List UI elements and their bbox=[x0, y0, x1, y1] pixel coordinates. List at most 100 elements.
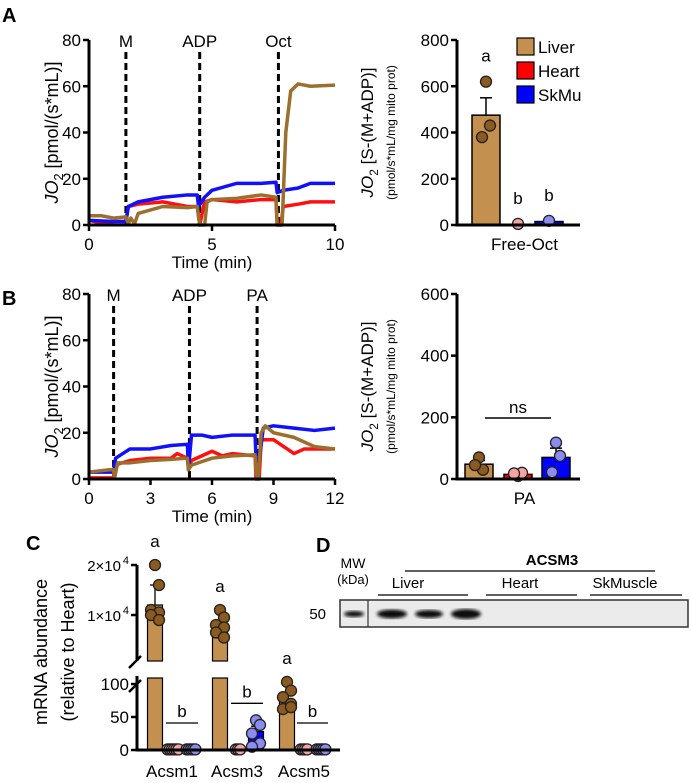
x-tick-label: 12 bbox=[326, 489, 345, 508]
y-axis-label-units: (pmol/s*mL/mg mito prot) bbox=[384, 319, 398, 454]
y-tick-label: 20 bbox=[62, 424, 81, 443]
data-point bbox=[468, 458, 482, 472]
significance-label: b bbox=[513, 189, 522, 208]
y-axis-label-units: (pmol/s*mL/mg mito prot) bbox=[384, 65, 398, 200]
y-tick-label: 20 bbox=[62, 170, 81, 189]
trace-skmu bbox=[89, 424, 336, 474]
chart-a-trace: M ADP Oct 0 20 40 60 80 0 5 10 Time (min) JO2 [pmol/… bbox=[42, 31, 344, 272]
data-point bbox=[284, 700, 298, 714]
axis-break bbox=[128, 655, 142, 669]
data-point bbox=[545, 466, 559, 479]
ylabel-jo: JO bbox=[42, 181, 62, 205]
data-point bbox=[507, 467, 521, 480]
significance-label: a bbox=[215, 577, 225, 596]
ns-label: ns bbox=[509, 398, 527, 417]
y-tick-exponent: 4 bbox=[123, 605, 129, 617]
data-point bbox=[284, 684, 298, 697]
chart-b-trace: M ADP PA 0 20 40 60 80 0 3 6 9 12 Time (min) JO2 [pmol… bbox=[42, 285, 344, 526]
legend-label-skmu: SkMu bbox=[538, 86, 581, 105]
y-tick-label: 2×10 bbox=[87, 558, 121, 575]
y-axis-label: mRNA abundance bbox=[31, 579, 51, 725]
y-tick-label: 400 bbox=[421, 347, 449, 366]
x-axis-label: Time (min) bbox=[172, 507, 253, 526]
x-tick-label: Acsm1 bbox=[146, 762, 198, 781]
data-point bbox=[253, 718, 267, 732]
y-tick-label: 400 bbox=[421, 124, 449, 143]
y-tick-label: 1×10 bbox=[87, 608, 121, 625]
ylabel-rest: [pmol/(s*mL)] bbox=[42, 61, 62, 173]
y-tick-label: 100 bbox=[101, 675, 129, 694]
data-point bbox=[553, 449, 567, 463]
ylabel-jo: JO bbox=[358, 430, 377, 453]
addition-label-m: M bbox=[107, 286, 121, 305]
y-tick-exponent: 4 bbox=[123, 555, 129, 567]
data-point bbox=[483, 119, 497, 132]
y-tick-label: 80 bbox=[62, 31, 81, 50]
y-tick-label: 600 bbox=[421, 77, 449, 96]
lane-label-skmuscle: SkMuscle bbox=[592, 575, 657, 592]
trace-liver bbox=[88, 424, 336, 481]
data-point bbox=[245, 727, 259, 740]
addition-label-oct: Oct bbox=[265, 32, 292, 51]
significance-label: b bbox=[242, 682, 251, 701]
y-tick-label: 40 bbox=[62, 378, 81, 397]
addition-label-pa: PA bbox=[246, 286, 268, 305]
ylabel-rest: [S-(M+ADP)] bbox=[358, 322, 377, 424]
axis-break bbox=[128, 679, 142, 693]
addition-label-adp: ADP bbox=[172, 286, 207, 305]
addition-label-m: M bbox=[119, 32, 133, 51]
data-point bbox=[276, 691, 290, 704]
ylabel-sub: 2 bbox=[52, 174, 66, 181]
legend-swatch-liver bbox=[516, 37, 535, 56]
y-tick-label: 0 bbox=[72, 470, 81, 489]
significance-label: b bbox=[308, 702, 317, 721]
ylabel-rest: [S-(M+ADP)] bbox=[358, 68, 377, 170]
panel-label-a: A bbox=[2, 5, 16, 27]
x-tick-label: 3 bbox=[146, 489, 155, 508]
ylabel-jo: JO bbox=[42, 435, 62, 459]
x-tick-label: 0 bbox=[84, 489, 93, 508]
data-point bbox=[152, 613, 166, 627]
y-axis-label-units: (relative to Heart) bbox=[58, 582, 78, 721]
mw-unit: (kDa) bbox=[337, 572, 369, 587]
blot-title: ACSM3 bbox=[526, 552, 579, 569]
legend-label-heart: Heart bbox=[538, 62, 580, 81]
chart-a-bar: a b b 0 200 400 600 800 Free-Oct JO2 [S-(M+ADP)](… bbox=[358, 31, 581, 254]
lane-label-heart: Heart bbox=[502, 575, 540, 592]
western-blot: MW(kDa) ACSM3 Liver Heart SkMuscle 50 bbox=[309, 552, 689, 628]
significance-label: a bbox=[481, 47, 491, 66]
lane-label-liver: Liver bbox=[392, 575, 425, 592]
x-tick-label: 9 bbox=[269, 489, 278, 508]
y-tick-label: 60 bbox=[62, 77, 81, 96]
y-tick-label: 0 bbox=[72, 216, 81, 235]
protein-band bbox=[415, 610, 443, 618]
protein-band bbox=[451, 609, 481, 619]
significance-label: b bbox=[544, 186, 553, 205]
y-axis-label: JO2 [S-(M+ADP)] bbox=[358, 68, 381, 199]
panel-label-b: B bbox=[2, 288, 16, 310]
x-tick-label: 5 bbox=[207, 235, 216, 254]
x-tick-label: 10 bbox=[326, 235, 345, 254]
y-tick-label: 600 bbox=[421, 285, 449, 304]
x-tick-label: Acsm5 bbox=[278, 762, 330, 781]
y-tick-label: 0 bbox=[440, 216, 449, 235]
significance-label: b bbox=[177, 702, 186, 721]
y-tick-label: 200 bbox=[421, 170, 449, 189]
panel-label-d: D bbox=[316, 535, 330, 557]
data-point bbox=[549, 436, 563, 449]
ylabel-jo: JO bbox=[358, 176, 377, 199]
data-point bbox=[475, 130, 489, 144]
marker-band bbox=[344, 611, 364, 617]
y-tick-label: 800 bbox=[421, 31, 449, 50]
data-point bbox=[148, 558, 162, 572]
y-tick-label: 80 bbox=[62, 285, 81, 304]
protein-band bbox=[377, 609, 407, 619]
trace-heart bbox=[89, 437, 335, 481]
significance-label: a bbox=[150, 532, 160, 551]
x-axis-label: Free-Oct bbox=[491, 235, 558, 254]
legend-swatch-heart bbox=[516, 61, 535, 80]
ylabel-sub: 2 bbox=[52, 428, 66, 435]
